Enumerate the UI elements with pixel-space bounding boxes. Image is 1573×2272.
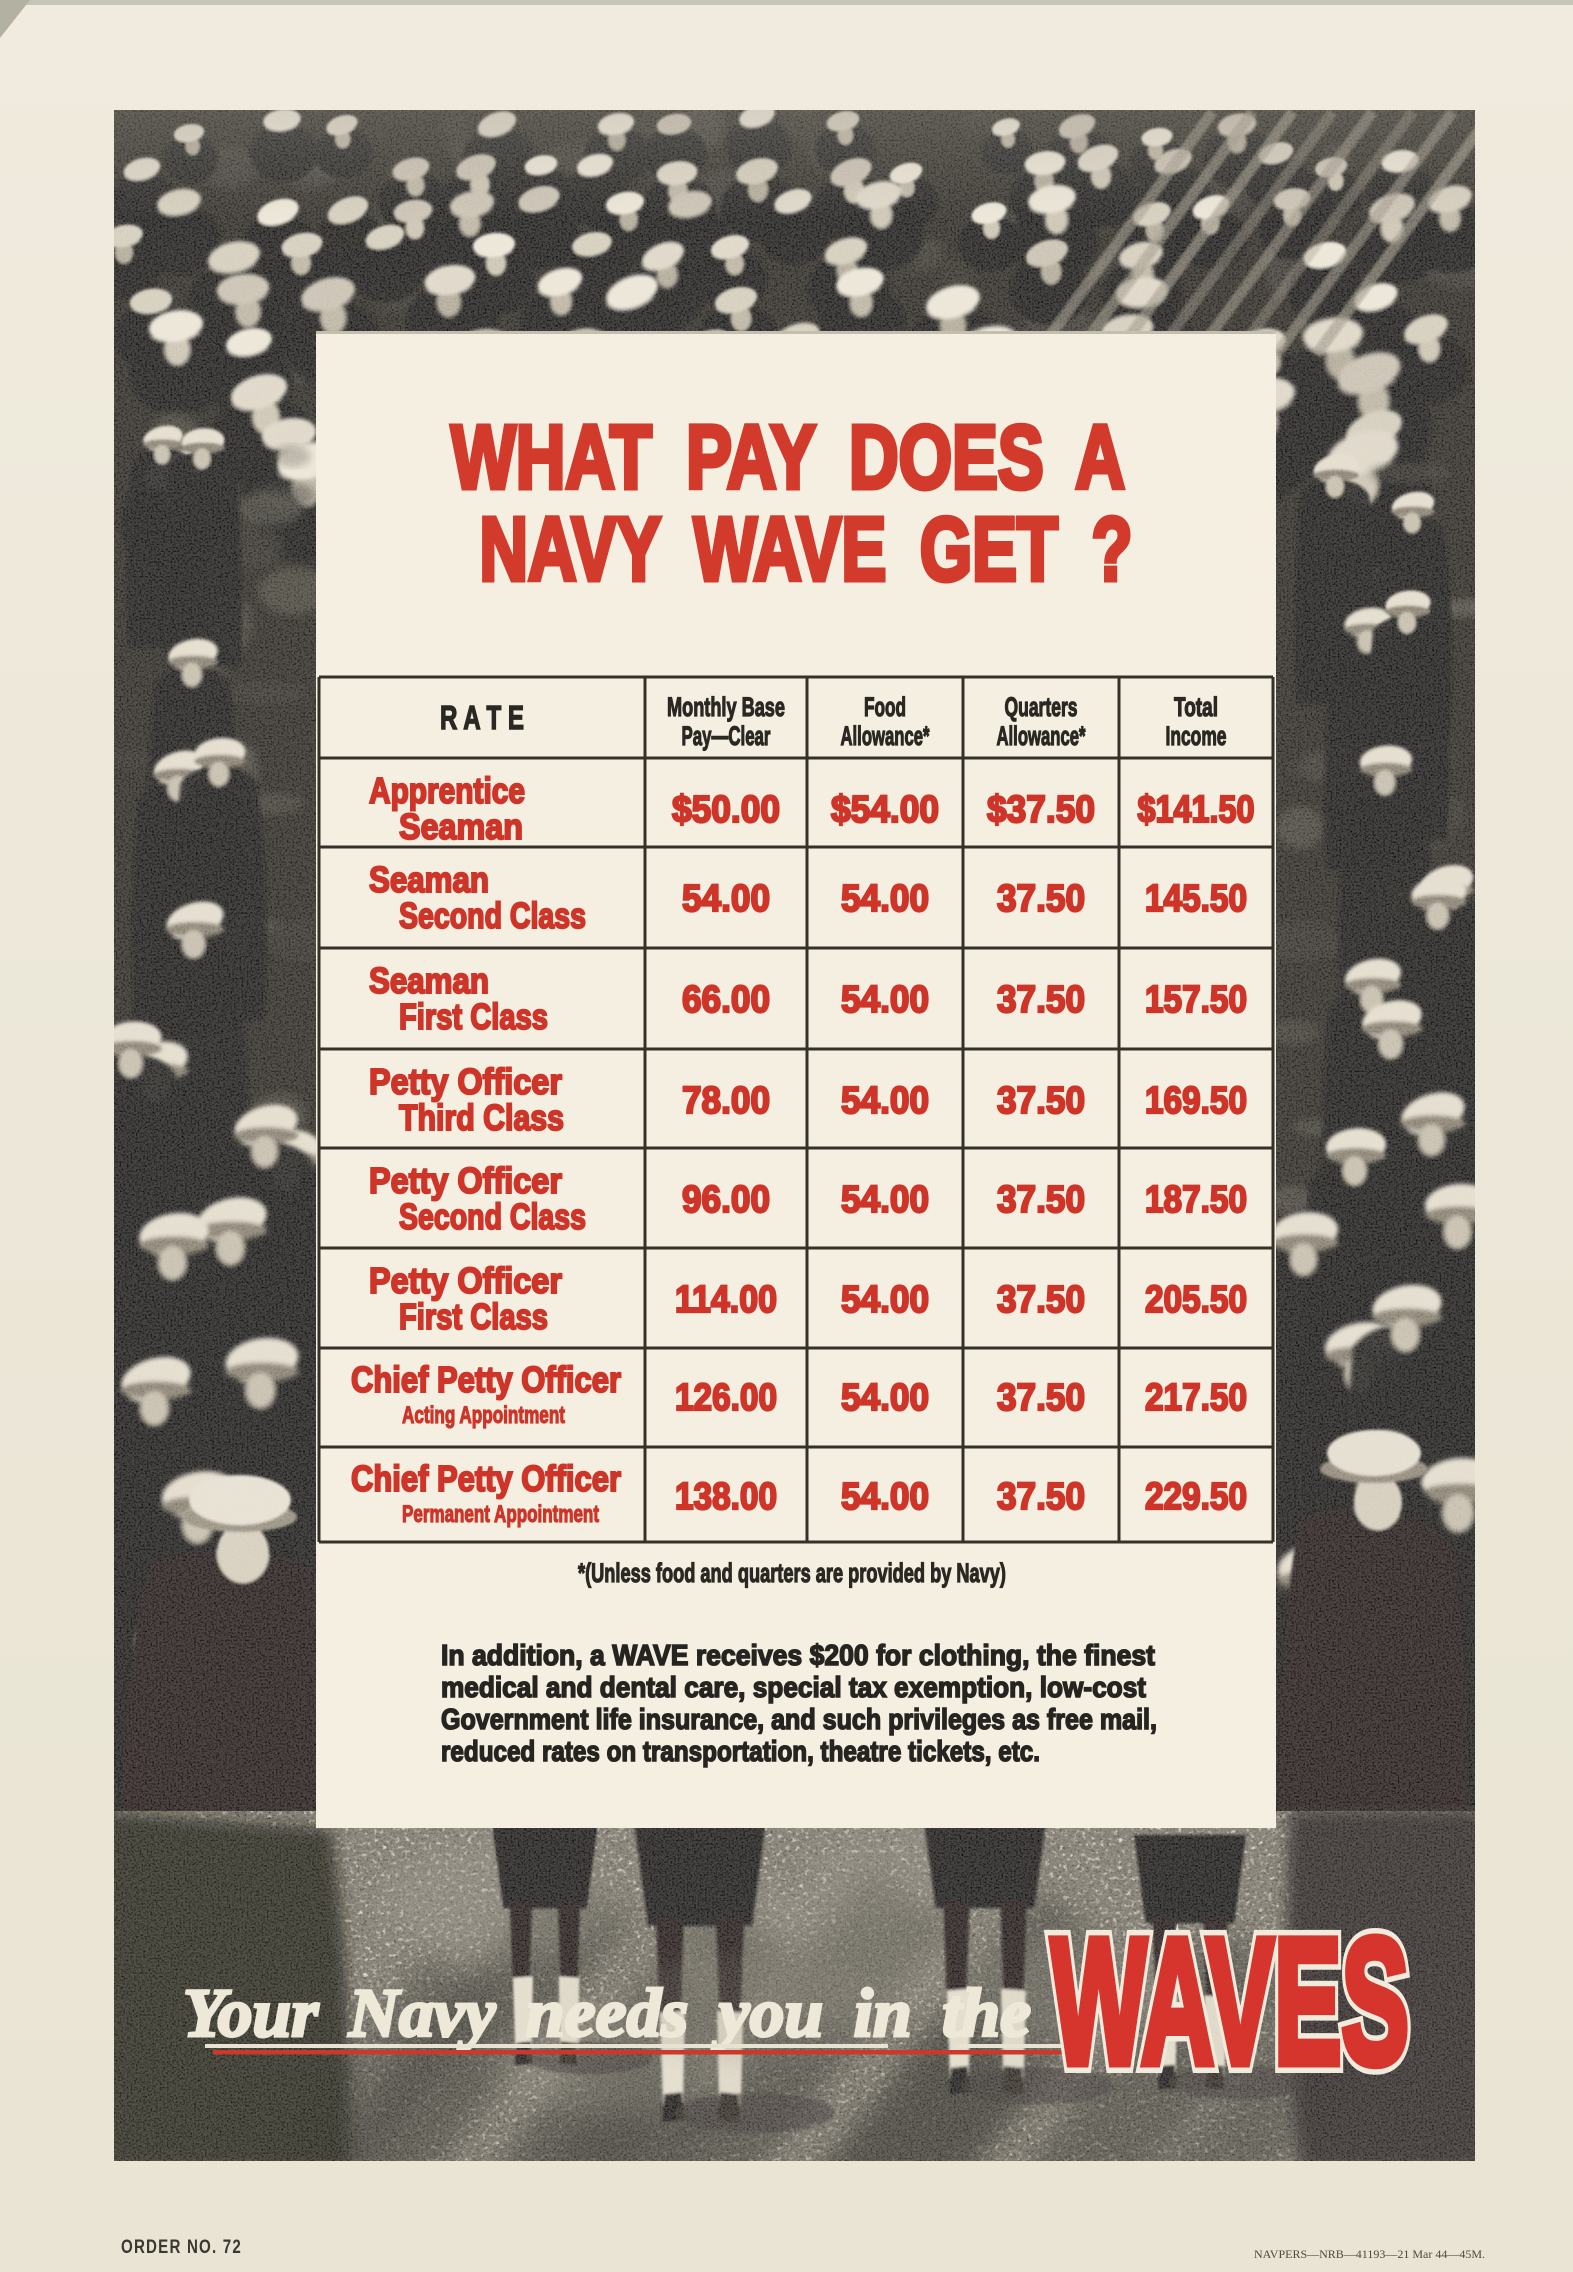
svg-text:37.50: 37.50 — [997, 1377, 1085, 1419]
svg-text:126.00: 126.00 — [675, 1377, 777, 1419]
svg-text:145.50: 145.50 — [1145, 878, 1247, 920]
svg-text:medical and dental care, speci: medical and dental care, special tax exe… — [441, 1672, 1146, 1704]
svg-text:Apprentice: Apprentice — [369, 770, 525, 811]
svg-text:Seaman: Seaman — [399, 806, 523, 847]
svg-text:Second Class: Second Class — [399, 1196, 586, 1237]
svg-text:Monthly Base: Monthly Base — [667, 692, 785, 722]
svg-text:96.00: 96.00 — [682, 1179, 770, 1221]
svg-text:205.50: 205.50 — [1145, 1279, 1247, 1321]
svg-text:Seaman: Seaman — [369, 960, 489, 1001]
svg-text:Allowance*: Allowance* — [997, 721, 1086, 751]
svg-text:217.50: 217.50 — [1145, 1377, 1247, 1419]
svg-text:ORDER NO. 72: ORDER NO. 72 — [121, 2237, 242, 2258]
svg-text:54.00: 54.00 — [682, 878, 770, 920]
svg-text:R A T E: R A T E — [440, 699, 524, 736]
svg-text:NAVY WAVE GET ?: NAVY WAVE GET ? — [480, 500, 1133, 600]
svg-text:Petty Officer: Petty Officer — [369, 1260, 562, 1301]
svg-text:37.50: 37.50 — [997, 1476, 1085, 1518]
svg-text:$50.00: $50.00 — [672, 789, 780, 831]
svg-text:Income: Income — [1166, 721, 1227, 751]
svg-text:138.00: 138.00 — [675, 1476, 777, 1518]
svg-text:Second Class: Second Class — [399, 895, 586, 936]
svg-text:Government life insurance, and: Government life insurance, and such priv… — [441, 1704, 1157, 1736]
svg-text:$141.50: $141.50 — [1138, 789, 1255, 831]
svg-text:In addition, a WAVE receives $: In addition, a WAVE receives $200 for cl… — [441, 1640, 1155, 1672]
svg-text:54.00: 54.00 — [841, 1179, 929, 1221]
svg-text:Total: Total — [1174, 692, 1218, 722]
svg-text:78.00: 78.00 — [682, 1080, 770, 1122]
svg-text:Seaman: Seaman — [369, 859, 489, 900]
svg-text:Third Class: Third Class — [399, 1097, 564, 1138]
svg-text:*(Unless food and quarters are: *(Unless food and quarters are provided … — [578, 1558, 1006, 1588]
svg-text:54.00: 54.00 — [841, 979, 929, 1021]
svg-text:Chief Petty Officer: Chief Petty Officer — [351, 1359, 621, 1400]
svg-text:37.50: 37.50 — [997, 878, 1085, 920]
svg-text:Quarters: Quarters — [1005, 692, 1078, 722]
svg-text:reduced rates on transportatio: reduced rates on transportation, theatre… — [441, 1736, 1040, 1768]
svg-text:54.00: 54.00 — [841, 1279, 929, 1321]
svg-text:Petty Officer: Petty Officer — [369, 1160, 562, 1201]
svg-text:WAVES: WAVES — [1051, 1901, 1409, 2101]
svg-text:54.00: 54.00 — [841, 1377, 929, 1419]
svg-text:54.00: 54.00 — [841, 878, 929, 920]
svg-text:WAVES: WAVES — [1051, 1901, 1409, 2101]
svg-text:First Class: First Class — [399, 1296, 548, 1337]
svg-text:37.50: 37.50 — [997, 1179, 1085, 1221]
svg-text:37.50: 37.50 — [997, 979, 1085, 1021]
svg-text:First Class: First Class — [399, 996, 548, 1037]
svg-text:Chief Petty Officer: Chief Petty Officer — [351, 1458, 621, 1499]
svg-text:Food: Food — [864, 692, 906, 722]
svg-text:54.00: 54.00 — [841, 1080, 929, 1122]
svg-text:$54.00: $54.00 — [831, 789, 939, 831]
svg-text:187.50: 187.50 — [1145, 1179, 1247, 1221]
svg-text:169.50: 169.50 — [1145, 1080, 1247, 1122]
svg-text:157.50: 157.50 — [1145, 979, 1247, 1021]
svg-text:37.50: 37.50 — [997, 1279, 1085, 1321]
svg-text:37.50: 37.50 — [997, 1080, 1085, 1122]
svg-text:Allowance*: Allowance* — [841, 721, 930, 751]
svg-text:$37.50: $37.50 — [987, 789, 1095, 831]
svg-text:114.00: 114.00 — [675, 1279, 777, 1321]
svg-text:54.00: 54.00 — [841, 1476, 929, 1518]
svg-text:Your Navy needs you in the: Your Navy needs you in the — [183, 1975, 1031, 2051]
svg-text:Acting Appointment: Acting Appointment — [402, 1402, 565, 1429]
svg-text:66.00: 66.00 — [682, 979, 770, 1021]
svg-text:WHAT PAY DOES A: WHAT PAY DOES A — [451, 408, 1125, 508]
svg-text:Petty Officer: Petty Officer — [369, 1061, 562, 1102]
svg-text:NAVPERS—NRB—41193—21 Mar 44—45: NAVPERS—NRB—41193—21 Mar 44—45M. — [1254, 2249, 1485, 2261]
svg-text:Pay—Clear: Pay—Clear — [682, 721, 771, 751]
svg-text:229.50: 229.50 — [1145, 1476, 1247, 1518]
svg-text:Permanent Appointment: Permanent Appointment — [402, 1501, 599, 1528]
